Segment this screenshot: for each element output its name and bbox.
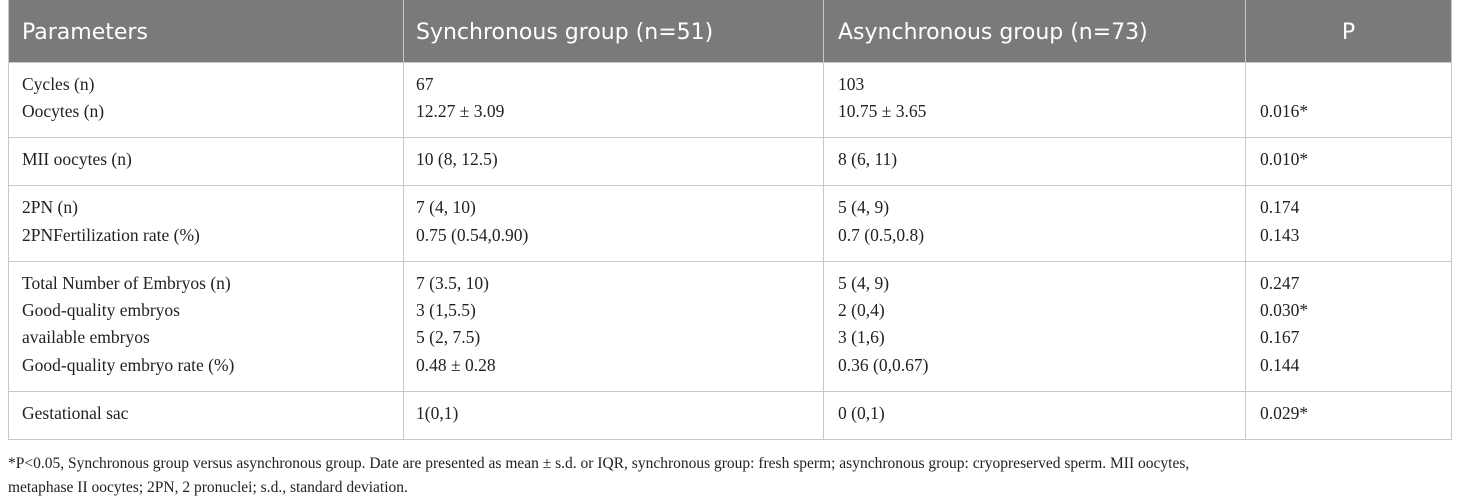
cell: 0.144 [1260,354,1300,375]
cell: 3 (1,5.5) [416,299,476,320]
header-cell: Synchronous group (n=51) [416,20,714,45]
header-cell: Asynchronous group (n=73) [838,20,1148,45]
cell: Total Number of Embryos (n) [22,272,231,293]
cell: Oocytes (n) [22,101,105,122]
cell: 0.143 [1260,224,1300,245]
cell: 0.010* [1260,149,1309,170]
cell: 0 (0,1) [838,402,885,423]
cell: 5 (4, 9) [838,272,890,293]
column-border [403,0,404,439]
cell: Cycles (n) [22,74,95,94]
row-border [8,438,1452,440]
row-border [8,185,1452,187]
cell: 67 [416,74,434,94]
row-border [8,390,1452,392]
cell: 2PN (n) [22,197,78,218]
footnote: *P<0.05, Synchronous group versus asynch… [8,454,1190,472]
cell: 7 (4, 10) [416,197,476,218]
cell: 12.27 ± 3.09 [416,101,505,122]
cell: 5 (2, 7.5) [416,327,481,348]
cell: 0.016* [1260,101,1309,122]
cell: 2PNFertilization rate (%) [22,224,200,245]
column-border [823,0,824,439]
cell: 0.029* [1260,402,1309,423]
cell: 0.48 ± 0.28 [416,354,496,375]
cell: 3 (1,6) [838,327,885,348]
cell: Good-quality embryos [22,299,180,320]
column-border [1451,0,1452,439]
cell: 2 (0,4) [838,299,885,320]
column-border [1245,0,1246,439]
cell: 0.36 (0,0.67) [838,354,929,375]
cell: Gestational sac [22,402,129,423]
cell: 0.75 (0.54,0.90) [416,224,529,245]
cell: 103 [838,74,865,94]
cell: MII oocytes (n) [22,149,132,170]
column-border [8,0,9,439]
cell: 0.174 [1260,197,1300,218]
cell: 5 (4, 9) [838,197,890,218]
row-border [8,137,1452,139]
cell: available embryos [22,327,150,348]
cell: 0.167 [1260,327,1300,348]
cell: 7 (3.5, 10) [416,272,489,293]
row-border [8,62,1452,63]
cell: Good-quality embryo rate (%) [22,354,235,375]
header-cell: Parameters [22,20,148,45]
row-border [8,260,1452,262]
cell: 10 (8, 12.5) [416,149,498,170]
cell: 0.030* [1260,299,1309,320]
cell: 8 (6, 11) [838,149,898,170]
table-header [8,0,1452,62]
cell: 1(0,1) [416,402,459,423]
cell: 0.247 [1260,272,1300,293]
cell: 0.7 (0.5,0.8) [838,224,925,245]
header-cell: P [1341,20,1356,45]
cell: 10.75 ± 3.65 [838,101,927,122]
footnote: metaphase II oocytes; 2PN, 2 pronuclei; … [8,478,408,496]
